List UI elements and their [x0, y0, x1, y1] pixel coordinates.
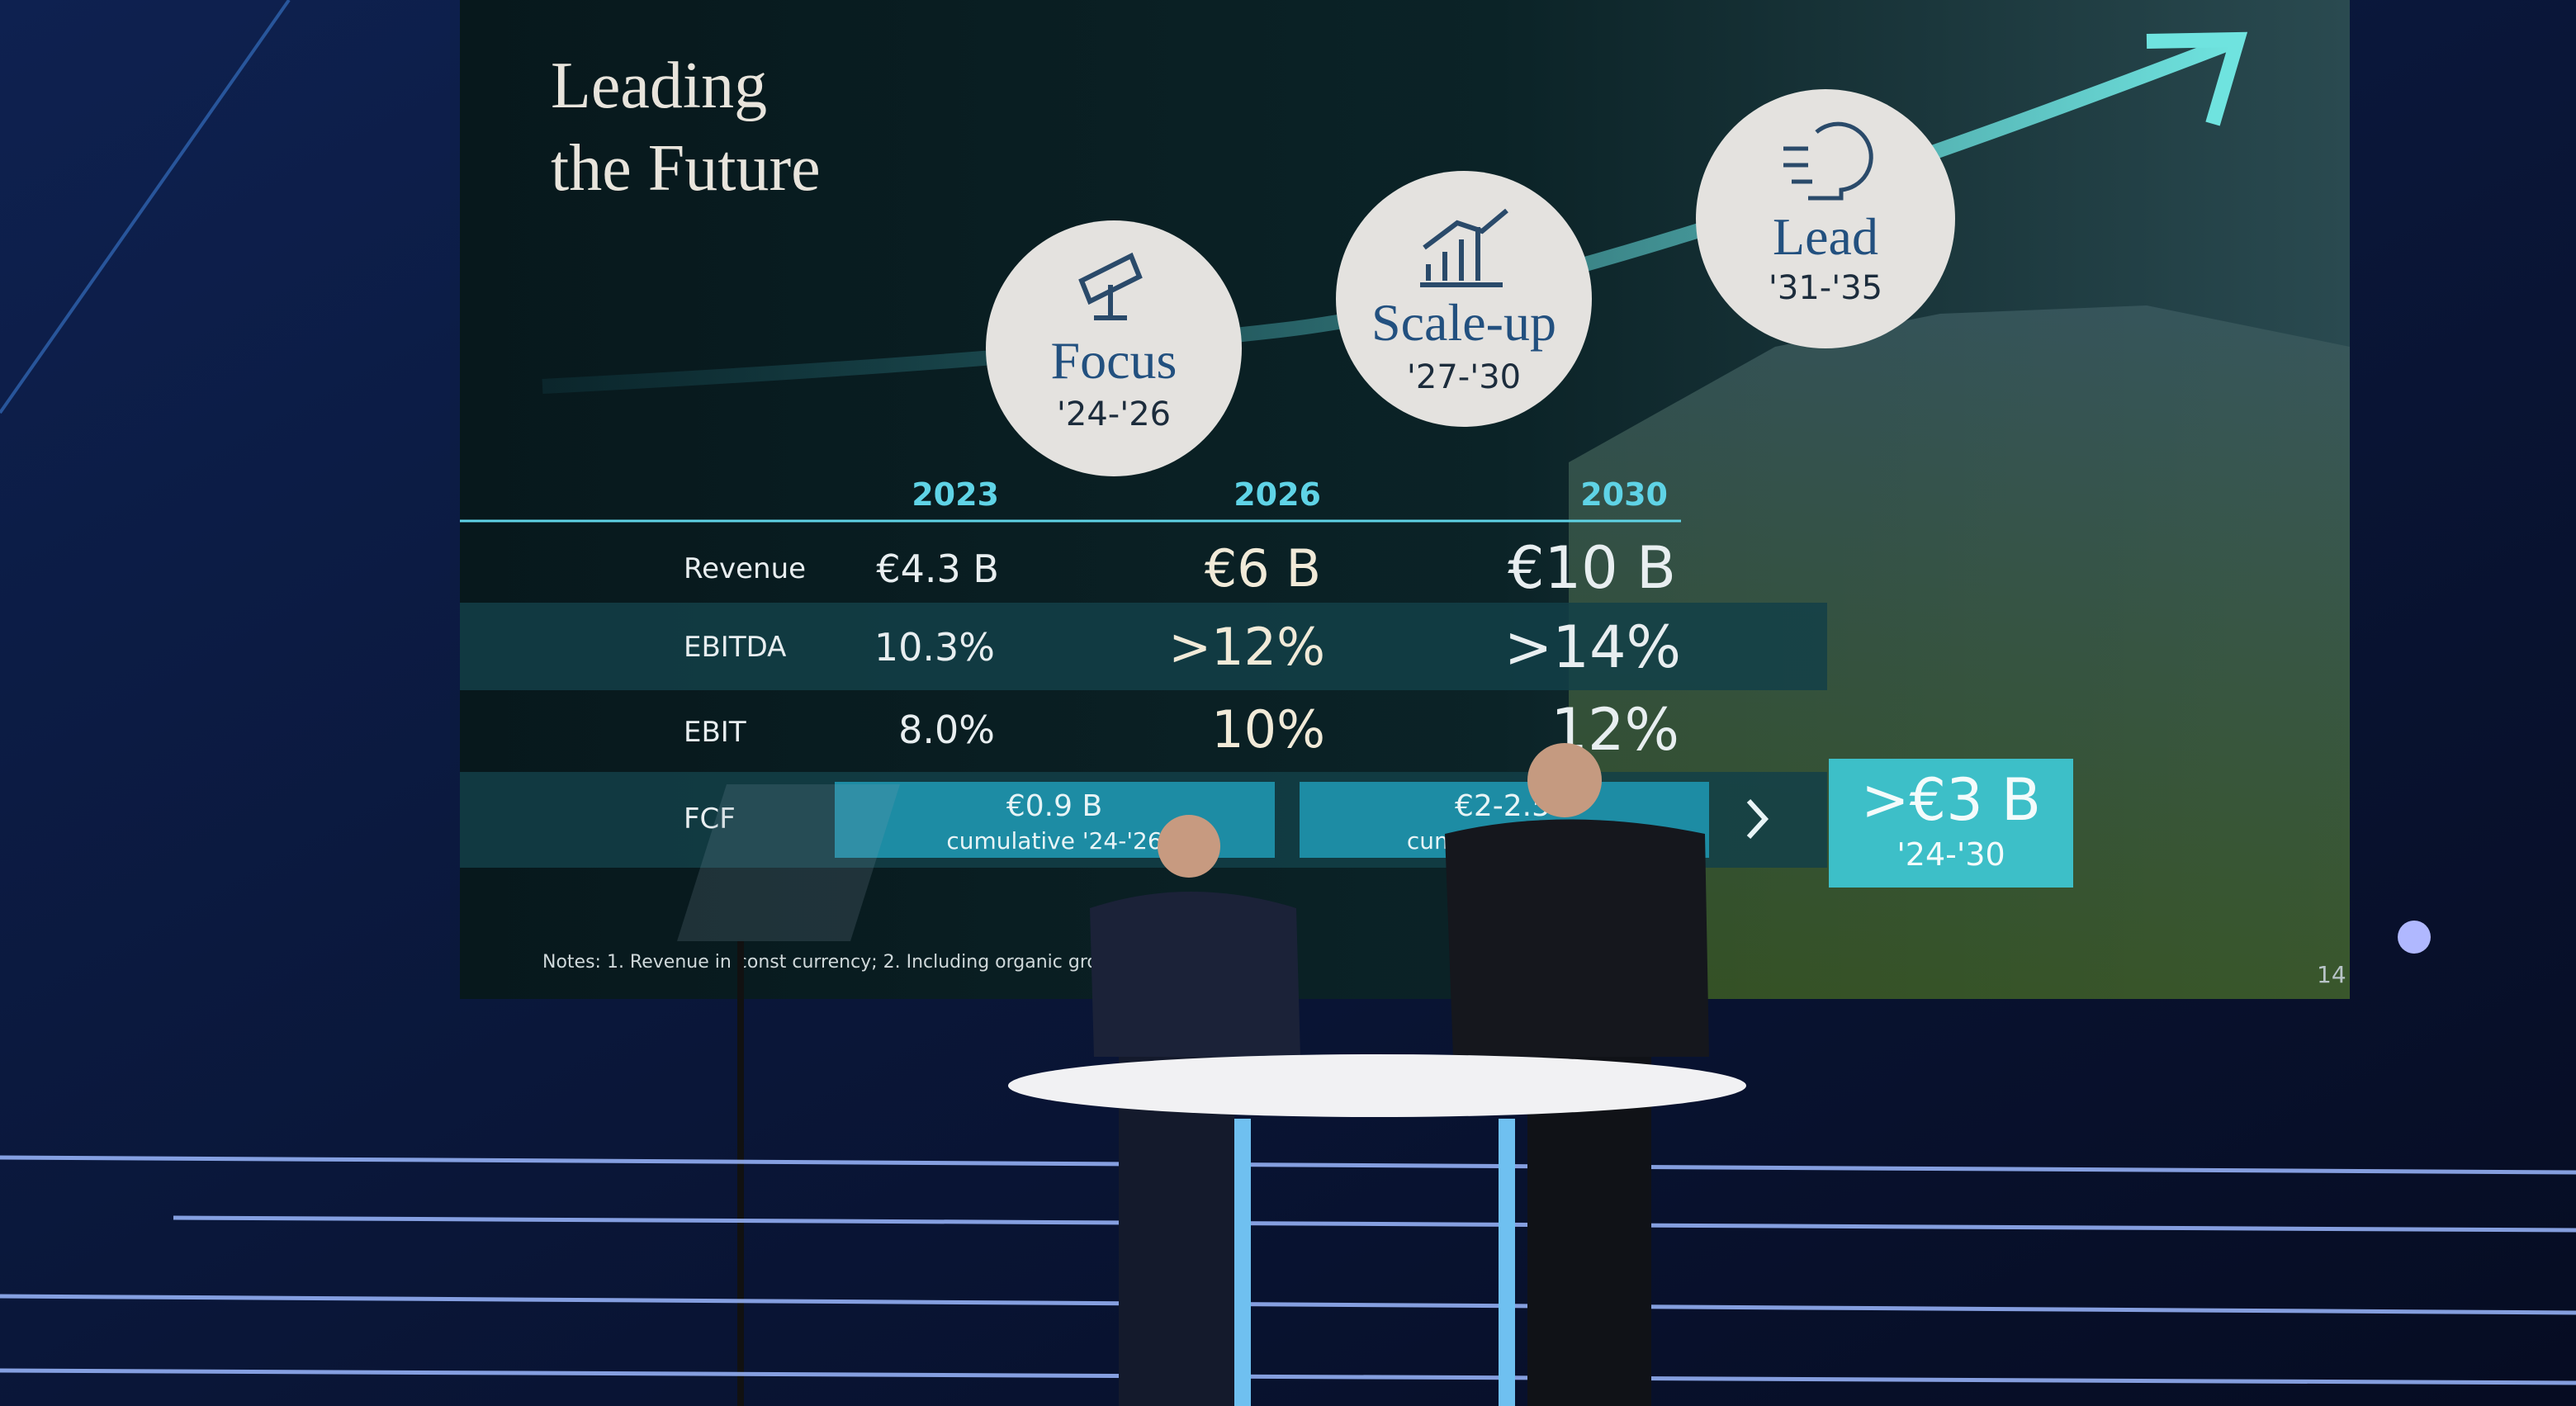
year-header: 2026 [1234, 476, 1321, 513]
cell: >14% [1504, 613, 1681, 681]
phase-period: '31-'35 [1769, 269, 1882, 307]
phase-focus: Focus '24-'26 [986, 220, 1242, 476]
cell: >12% [1168, 617, 1325, 677]
brain-icon [1783, 121, 1873, 201]
row-label: FCF [684, 802, 736, 836]
fcf-total-note: '24-'30 [1896, 836, 2005, 873]
cell: €10 B [1508, 534, 1676, 602]
fcf-total-value: >€3 B [1861, 766, 2041, 834]
stage-lights [0, 1155, 2576, 1385]
phase-scale-up: Scale-up '27-'30 [1336, 171, 1592, 427]
table-leg [1234, 1119, 1251, 1406]
table-leg [1499, 1119, 1515, 1406]
cell: 10.3% [874, 625, 995, 670]
slide-title: Leading [551, 50, 767, 122]
cell: 8.0% [898, 708, 995, 752]
teleprompter-stand [737, 941, 744, 1406]
row-band [460, 603, 1827, 690]
arrow-head [2146, 31, 2248, 126]
phase-circle [1696, 89, 1955, 348]
slide-title: the Future [551, 132, 821, 205]
row-label: EBIT [684, 716, 746, 749]
fcf-value: €0.9 B [1006, 789, 1102, 823]
high-table [1008, 1054, 1746, 1117]
fcf-total [1829, 759, 2073, 888]
presenter-left [1090, 815, 1300, 1406]
phase-period: '27-'30 [1407, 358, 1521, 396]
telescope-icon [1078, 252, 1143, 320]
row-label: EBITDA [684, 631, 786, 664]
presenter-right [1445, 743, 1709, 1406]
phase-period: '24-'26 [1057, 395, 1171, 433]
year-header: 2030 [1580, 476, 1668, 513]
fcf-note: cumulative '24-'26 [946, 827, 1162, 854]
cell: €6 B [1205, 538, 1321, 599]
chart-icon [1420, 208, 1508, 287]
cell: €4.3 B [876, 547, 999, 591]
phase-lead: Lead '31-'35 [1696, 89, 1955, 348]
year-header: 2023 [912, 476, 999, 513]
page-number: 14 [2317, 961, 2346, 988]
phase-label: Scale-up [1371, 293, 1556, 352]
phase-label: Lead [1773, 207, 1878, 266]
stage-light [2398, 921, 2431, 954]
phase-circle [986, 220, 1242, 476]
light-beam [0, 0, 291, 414]
cell: 10% [1211, 699, 1325, 760]
chevron [1746, 798, 1769, 840]
phase-circle [1336, 171, 1592, 427]
phase-label: Focus [1051, 331, 1177, 390]
row-label: Revenue [684, 552, 806, 585]
teleprompter [677, 784, 900, 941]
